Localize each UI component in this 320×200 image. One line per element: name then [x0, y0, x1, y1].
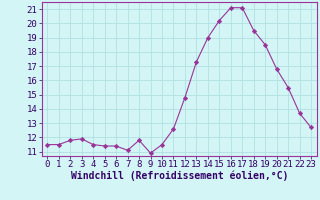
X-axis label: Windchill (Refroidissement éolien,°C): Windchill (Refroidissement éolien,°C) — [70, 171, 288, 181]
